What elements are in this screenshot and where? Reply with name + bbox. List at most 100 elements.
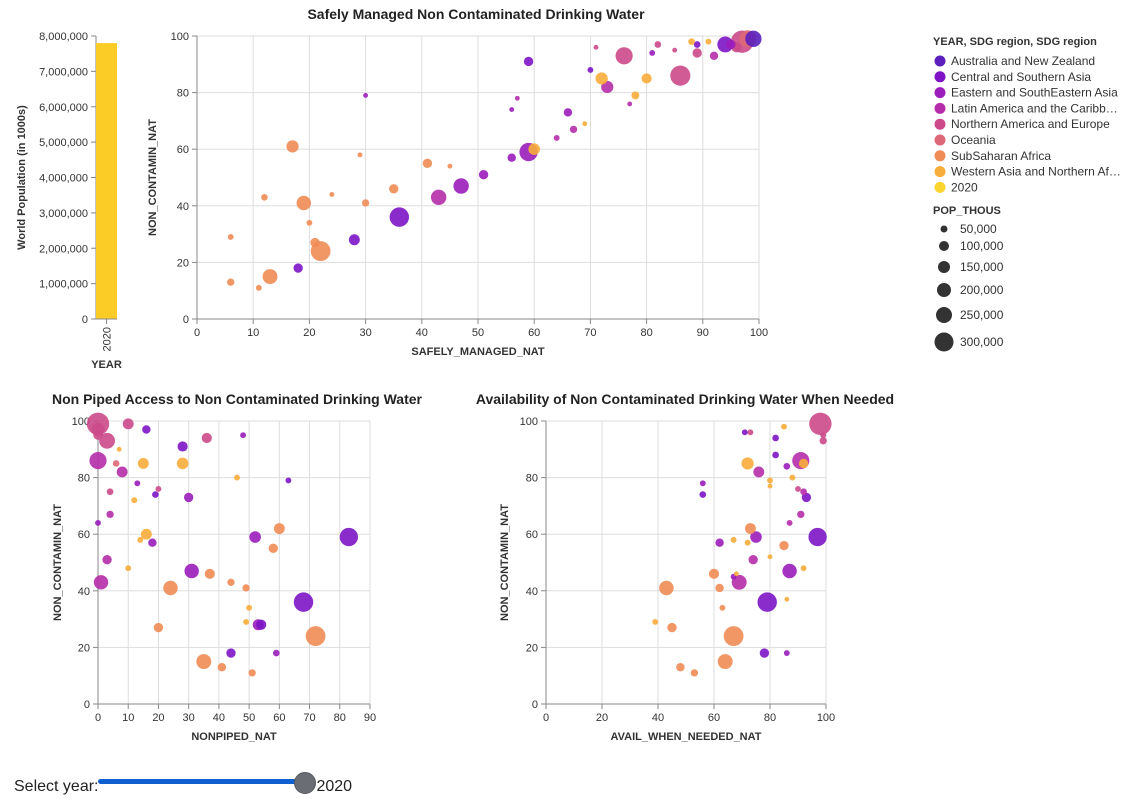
legend-size-title: POP_THOUS (933, 205, 1001, 217)
scatter-point (196, 654, 212, 670)
x-tick-label: 0 (543, 712, 549, 724)
legend-color-swatch (934, 118, 946, 130)
scatter-point (226, 648, 236, 658)
scatter-point (797, 510, 805, 519)
slider-thumb[interactable] (294, 772, 317, 794)
scatter-point (227, 233, 234, 240)
bar-x-axis-label: YEAR (91, 359, 122, 371)
scatter-point (262, 269, 278, 285)
y-tick-label: 20 (78, 642, 90, 654)
scatter-point (155, 485, 162, 492)
scatter-point (99, 432, 116, 449)
y-tick-label: 40 (526, 586, 538, 598)
scatter-point (767, 477, 773, 484)
legend: YEAR, SDG region, SDG region POP_THOUS A… (933, 36, 1121, 352)
scatter-point (733, 571, 739, 577)
legend-color-swatch (934, 71, 946, 83)
scatter-point (715, 538, 724, 547)
scatter-point (789, 474, 796, 481)
scatter-point (163, 580, 178, 596)
scatter-point (134, 480, 141, 487)
x-tick-label: 60 (273, 712, 285, 724)
scatter-point (268, 543, 278, 554)
scatter-point (667, 622, 677, 633)
scatter-point (719, 604, 726, 611)
bar-ytick-label: 3,000,000 (39, 208, 88, 220)
legend-size-label: 100,000 (960, 239, 1004, 253)
scatter-point (125, 565, 132, 572)
scatter-point (153, 622, 164, 633)
legend-color-label: Australia and New Zealand (951, 54, 1095, 68)
legend-size-label: 300,000 (960, 335, 1004, 349)
x-tick-label: 80 (764, 712, 776, 724)
scatter-point (361, 199, 370, 207)
scatter-point (748, 554, 758, 565)
scatter-point (800, 565, 807, 572)
scatter-point (242, 584, 250, 592)
scatter-point (122, 418, 134, 430)
scatter-point (296, 195, 312, 211)
scatter-point (112, 460, 120, 467)
scatter-point (730, 536, 737, 543)
x-tick-label: 90 (364, 712, 376, 724)
legend-color-label: Oceania (951, 133, 996, 147)
scatter-point (692, 48, 702, 58)
x-tick-label: 20 (596, 712, 608, 724)
scatter-point (767, 554, 773, 560)
y-tick-label: 20 (177, 257, 189, 269)
bar-ytick-label: 5,000,000 (39, 137, 88, 149)
scatter-point (389, 184, 399, 194)
scatter-point (809, 412, 832, 436)
availability-title: Availability of Non Contaminated Drinkin… (476, 391, 894, 407)
scatter-point (478, 169, 489, 180)
y-tick-label: 40 (177, 201, 189, 213)
scatter-point (649, 50, 656, 56)
bar-xtick-label: 2020 (102, 327, 114, 351)
scatter-point (672, 47, 678, 53)
scatter-point (93, 575, 109, 590)
year-slider[interactable] (98, 772, 317, 800)
scatter-point (240, 432, 247, 439)
safely-managed-title: Safely Managed Non Contaminated Drinking… (307, 6, 645, 22)
y-tick-label: 80 (177, 88, 189, 100)
scatter-point (273, 523, 285, 535)
bar-ytick-label: 4,000,000 (39, 173, 88, 185)
x-tick-label: 20 (152, 712, 164, 724)
population-bar (96, 43, 117, 319)
scatter-point (339, 527, 359, 547)
scatter-point (699, 480, 706, 487)
scatter-point (106, 510, 114, 519)
y-axis-label: NON_CONTAMIN_NAT (499, 504, 511, 621)
x-tick-label: 20 (303, 327, 315, 339)
scatter-point (243, 618, 250, 625)
scatter-point (595, 72, 608, 85)
x-tick-label: 40 (652, 712, 664, 724)
x-tick-label: 60 (528, 327, 540, 339)
scatter-point (693, 41, 701, 48)
scatter-point (184, 563, 199, 579)
scatter-point (688, 38, 695, 45)
scatter-point (93, 430, 103, 440)
scatter-point (615, 47, 633, 65)
scatter-point (723, 626, 744, 646)
y-tick-label: 0 (183, 314, 189, 326)
scatter-point (699, 491, 707, 498)
scatter-point (528, 143, 541, 156)
scatter-point (106, 488, 114, 496)
scatter-point (641, 73, 652, 84)
y-tick-label: 60 (177, 144, 189, 156)
legend-size-label: 50,000 (960, 222, 997, 236)
scatter-point (183, 492, 194, 503)
scatter-point (261, 193, 268, 201)
scatter-point (348, 234, 360, 246)
x-tick-label: 70 (584, 327, 596, 339)
scatter-point (363, 93, 369, 98)
slider-track[interactable] (98, 779, 303, 784)
scatter-point (227, 278, 235, 286)
scatter-point (783, 462, 791, 470)
legend-size-swatch (939, 241, 949, 251)
scatter-point (293, 592, 314, 612)
legend-color-label: Latin America and the Caribb… (951, 101, 1118, 115)
legend-color-label: Northern America and Europe (951, 117, 1110, 131)
scatter-point (741, 457, 754, 470)
